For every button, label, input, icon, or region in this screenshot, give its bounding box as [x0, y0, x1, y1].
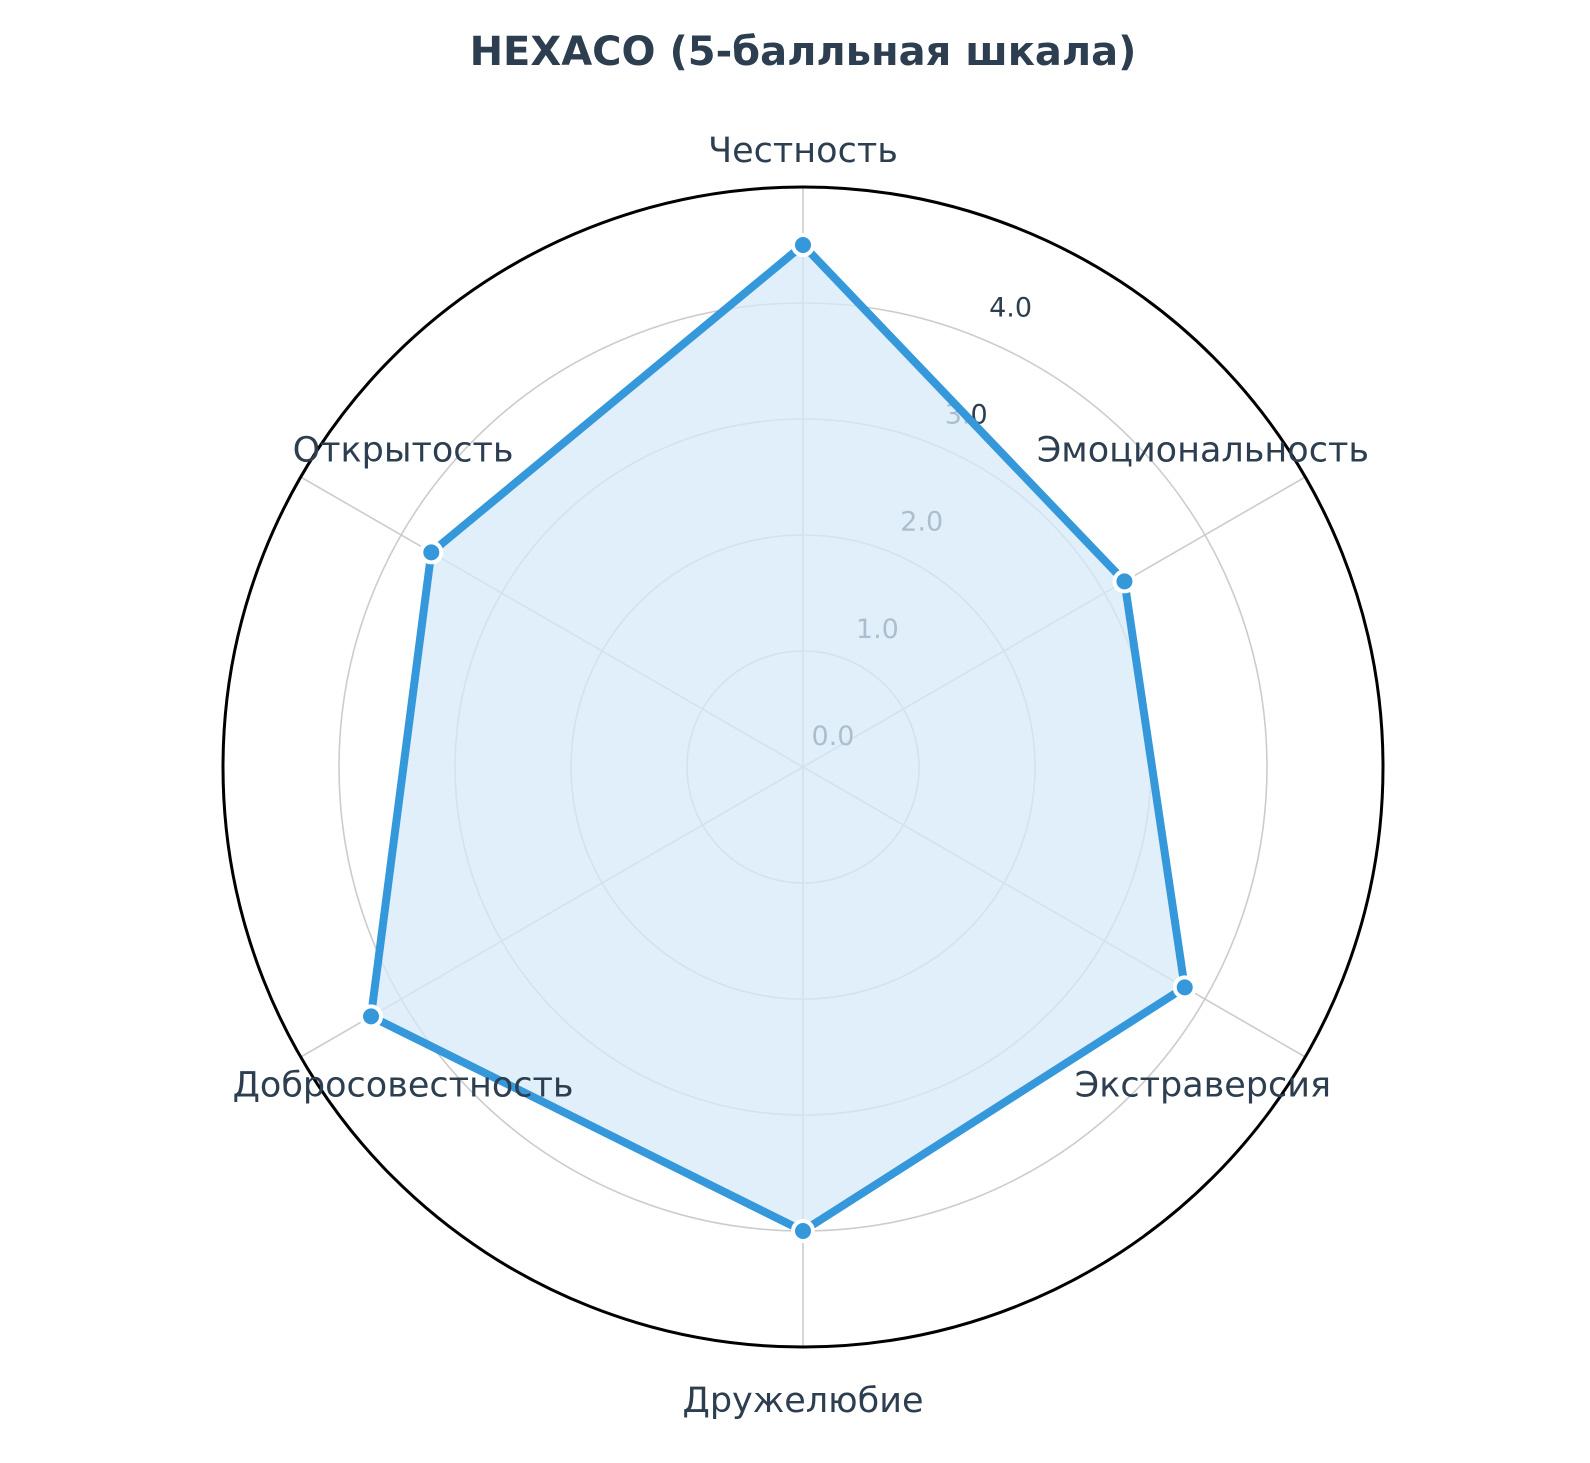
- category-label: Дружелюбие: [682, 1381, 923, 1421]
- data-point: [1172, 975, 1197, 1000]
- data-point: [791, 1219, 815, 1243]
- category-label: Экстраверсия: [1075, 1066, 1331, 1106]
- data-point: [359, 1004, 384, 1029]
- category-label: Открытость: [293, 431, 514, 471]
- radial-tick-label: 4.0: [989, 292, 1032, 323]
- chart-title: HEXACO (5-балльная шкала): [470, 29, 1137, 75]
- data-point: [419, 540, 444, 565]
- data-point: [791, 233, 815, 257]
- outer-frame: [221, 185, 1385, 1349]
- series-area: [371, 245, 1185, 1231]
- category-label: Добросовестность: [233, 1066, 574, 1106]
- category-label: Эмоциональность: [1037, 431, 1369, 471]
- data-point: [1112, 569, 1137, 594]
- category-label: Честность: [708, 131, 898, 171]
